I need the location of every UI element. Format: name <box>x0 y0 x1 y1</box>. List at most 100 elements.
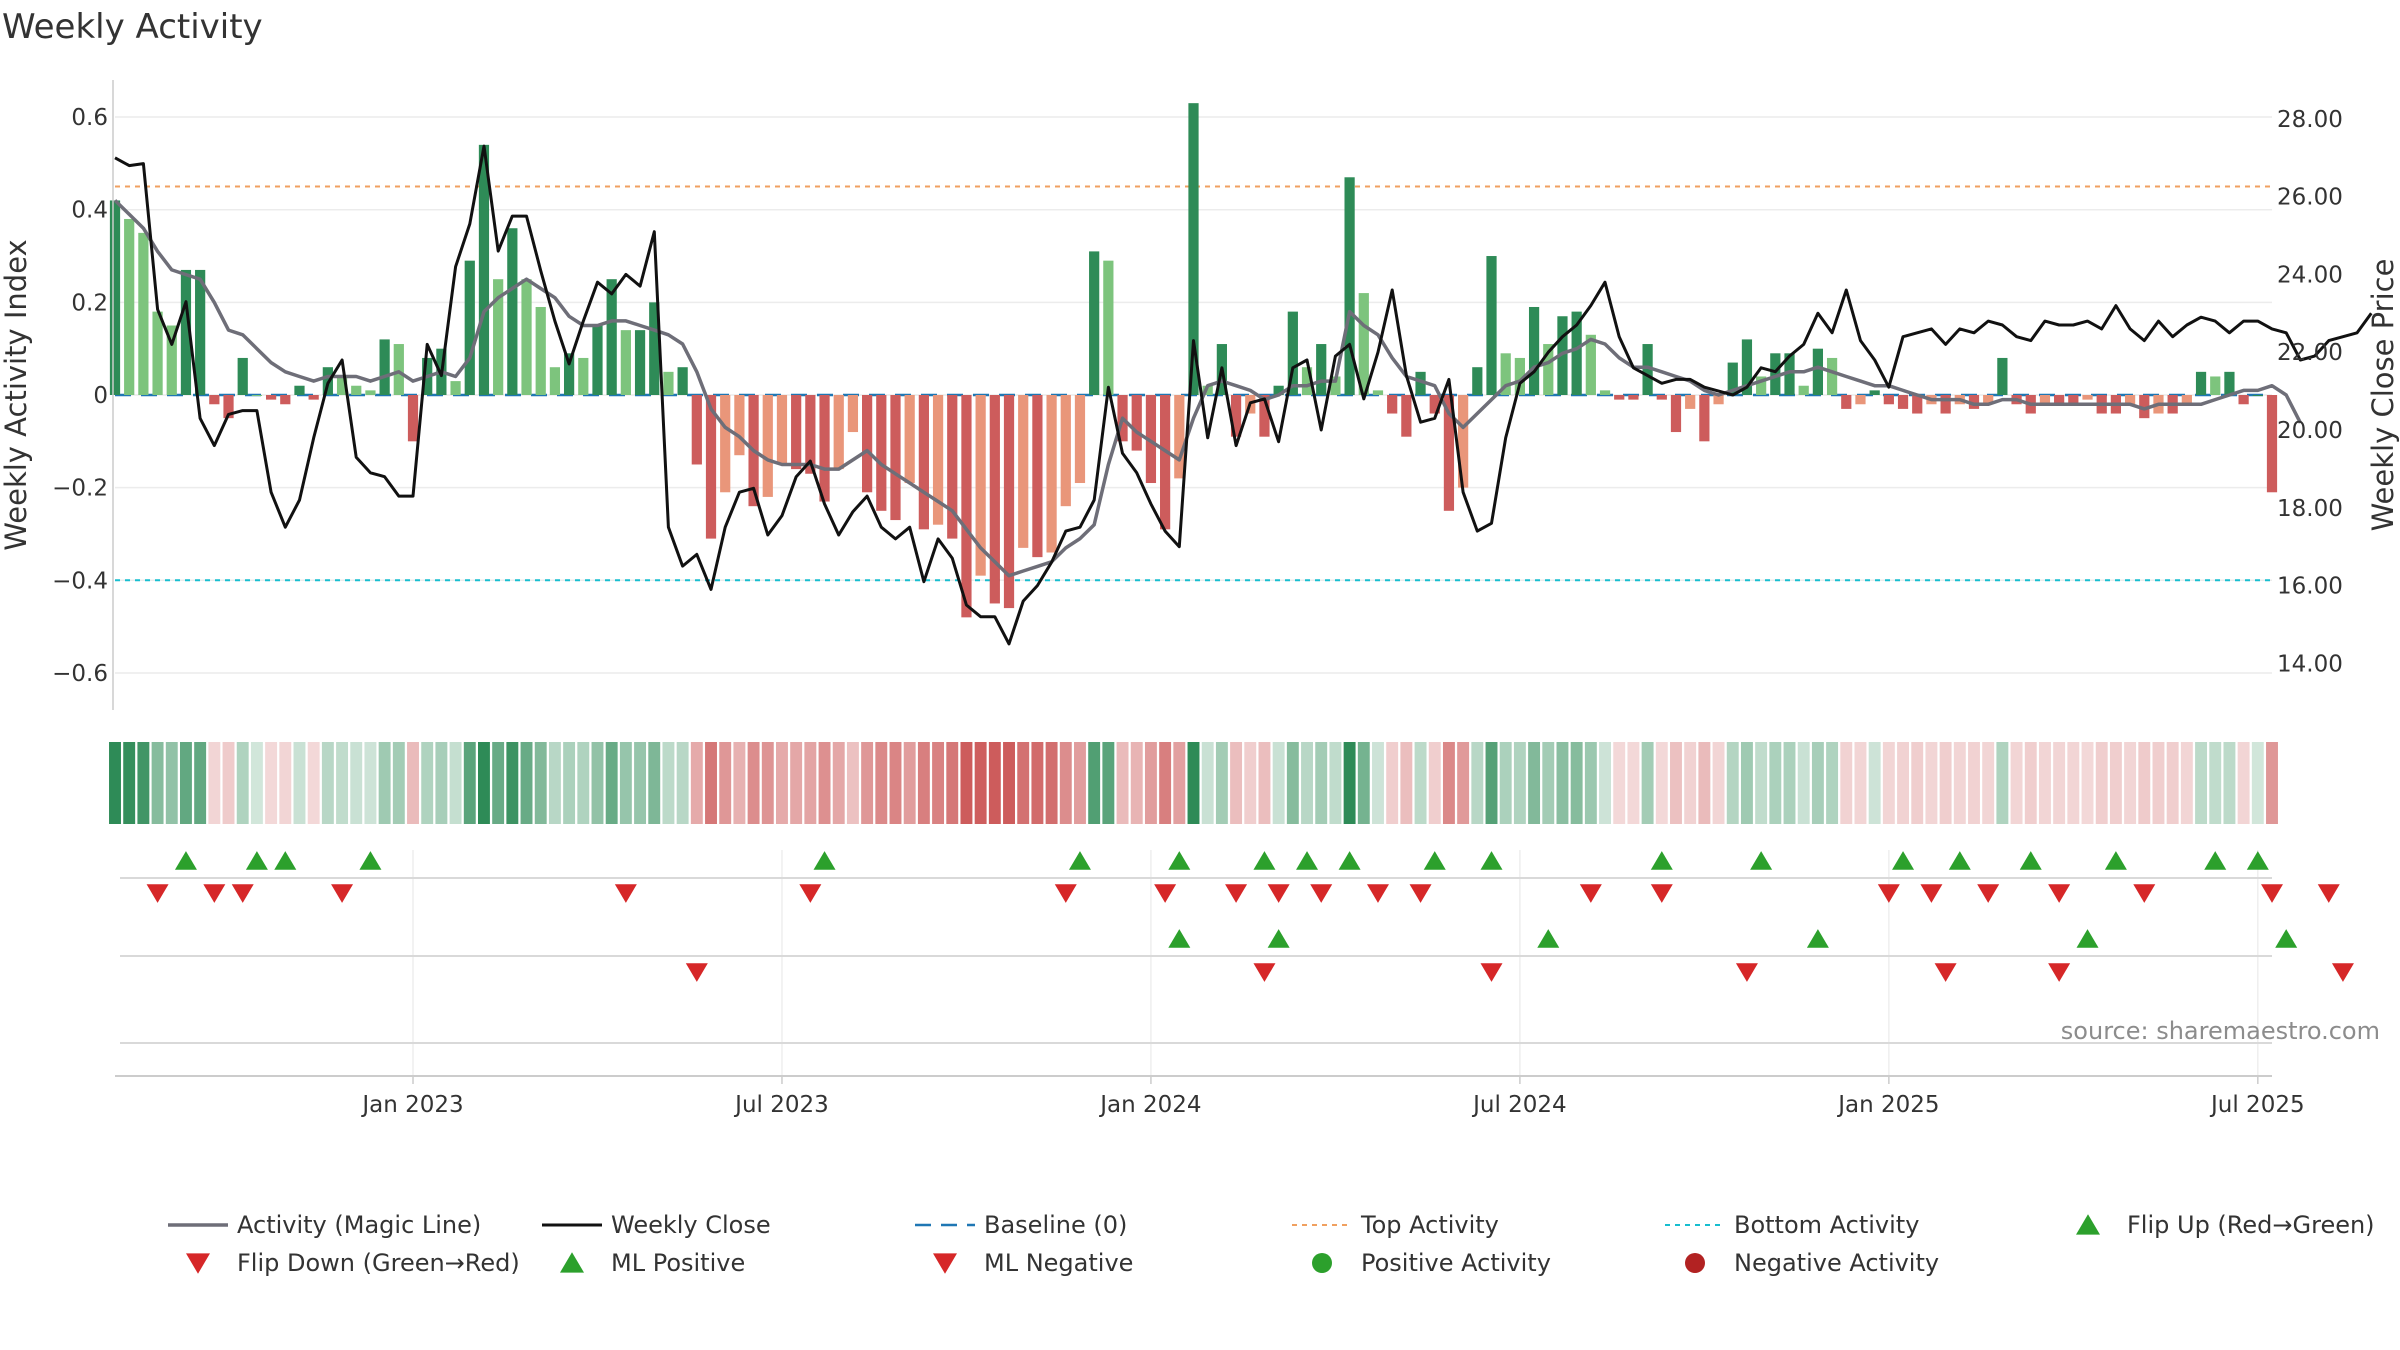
activity-bar <box>1727 362 1738 395</box>
flip-up-marker <box>2104 851 2127 870</box>
activity-bar <box>1003 395 1015 609</box>
activity-bar <box>1599 390 1611 395</box>
y-axis-right-label: Weekly Close Price <box>2366 259 2400 532</box>
flip-up-marker <box>1338 851 1361 870</box>
heat-cell <box>1868 742 1881 824</box>
activity-bar <box>2210 376 2221 395</box>
activity-bar <box>1585 334 1596 395</box>
activity-bar <box>2224 371 2235 395</box>
activity-bar <box>1528 306 1540 395</box>
heat-cell <box>1372 742 1384 824</box>
heat-cell <box>2109 742 2122 824</box>
heat-cell <box>2038 742 2051 824</box>
heat-cell <box>179 742 192 824</box>
x-tick-label: Jul 2023 <box>733 1092 829 1118</box>
activity-bar <box>932 395 944 525</box>
heat-cell <box>960 742 973 824</box>
legend-item-posact: Positive Activity <box>1312 1249 1551 1277</box>
activity-bar <box>961 395 972 618</box>
activity-bar <box>1188 103 1199 395</box>
y-right-tick-label: 28.00 <box>2277 107 2343 133</box>
flip-down-marker <box>2133 884 2156 903</box>
heat-cell <box>1102 742 1115 824</box>
heat-cell <box>591 742 604 824</box>
heat-cell <box>1457 742 1470 824</box>
heat-cell <box>875 742 888 824</box>
heat-cell <box>1230 742 1243 824</box>
activity-bar <box>1713 395 1724 405</box>
activity-bar <box>1074 395 1086 484</box>
activity-bar <box>1046 395 1057 553</box>
activity-bar <box>1670 395 1682 433</box>
activity-bar <box>407 395 419 442</box>
activity-bar <box>237 357 248 395</box>
heat-cell <box>2053 742 2066 824</box>
y-right-tick-label: 26.00 <box>2277 185 2343 211</box>
legend-label: Activity (Magic Line) <box>237 1211 481 1239</box>
heat-cell <box>790 742 803 824</box>
y-left-tick-label: 0 <box>93 383 108 409</box>
legend-item-flipup: Flip Up (Red→Green) <box>2076 1211 2375 1239</box>
heat-cell <box>222 742 235 824</box>
heat-cell <box>449 742 462 824</box>
flip-down-marker <box>1267 884 1290 903</box>
heat-cell <box>903 742 916 824</box>
activity-bar <box>1259 395 1270 437</box>
activity-bar <box>1628 395 1639 400</box>
flip-up-marker <box>1423 851 1446 870</box>
heat-cell <box>407 742 419 824</box>
heat-cell <box>463 742 476 824</box>
vertical-gridlines <box>412 850 2259 1075</box>
heat-cell <box>1045 742 1058 824</box>
activity-bar <box>379 339 390 395</box>
activity-bar <box>2039 395 2051 405</box>
activity-bar <box>592 325 603 395</box>
heat-cell <box>1343 742 1356 824</box>
legend-item-baseline: Baseline (0) <box>915 1211 1127 1239</box>
activity-bar <box>152 311 163 395</box>
legend-swatch <box>933 1253 957 1274</box>
heat-cell <box>2124 742 2137 824</box>
heat-cell <box>634 742 647 824</box>
activity-bar <box>294 385 305 395</box>
activity-bar <box>1018 395 1029 548</box>
activity-bar <box>2238 395 2249 405</box>
activity-bar <box>1387 395 1398 414</box>
x-tick-label: Jul 2024 <box>1471 1092 1567 1118</box>
activity-bar <box>1160 395 1171 530</box>
heat-cell <box>1471 742 1484 824</box>
legend-swatch <box>1312 1253 1332 1273</box>
ml-negative-marker <box>1735 963 1758 982</box>
heat-cell <box>1215 742 1228 824</box>
activity-bar <box>1089 251 1100 395</box>
heat-cell <box>492 742 505 824</box>
heat-cell <box>250 742 263 824</box>
legend-label: Flip Up (Red→Green) <box>2127 1211 2375 1239</box>
heat-cell <box>1059 742 1072 824</box>
heat-cell <box>974 742 987 824</box>
activity-bar <box>677 367 688 395</box>
activity-bar <box>1429 395 1440 414</box>
ml-negative-marker <box>1480 963 1503 982</box>
heat-cell <box>1726 742 1739 824</box>
flip-down-marker <box>1366 884 1389 903</box>
heat-cell <box>1003 742 1015 824</box>
activity-bar <box>1997 357 2008 395</box>
heat-cell <box>1258 742 1271 824</box>
flip-down-marker <box>1920 884 1943 903</box>
heat-cell <box>804 742 817 824</box>
activity-bar <box>890 395 901 521</box>
heat-cell <box>2024 742 2037 824</box>
heat-cell <box>1755 742 1768 824</box>
activity-bar <box>720 395 731 493</box>
heat-cell <box>1031 742 1044 824</box>
activity-bar <box>393 344 404 395</box>
legend-item-bottom: Bottom Activity <box>1665 1211 1919 1239</box>
heat-cell <box>293 742 306 824</box>
heat-cell <box>1925 742 1938 824</box>
activity-bar <box>1230 395 1242 437</box>
activity-bar <box>904 395 915 484</box>
flip-down-marker <box>1877 884 1900 903</box>
x-tick-label: Jan 2025 <box>1836 1092 1939 1118</box>
heat-cell <box>690 742 703 824</box>
